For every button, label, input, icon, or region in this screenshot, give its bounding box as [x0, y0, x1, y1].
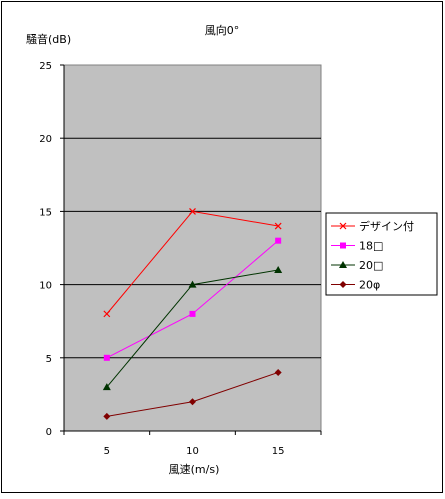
y-tick-label: 0 [46, 427, 52, 438]
diamond-marker [274, 368, 282, 376]
axis-layer: 0 5 10 15 20 25 5 10 15 [39, 61, 322, 457]
square-marker [340, 242, 346, 249]
diamond-marker [103, 412, 111, 420]
diamond-marker [189, 398, 196, 406]
x-tick-label: 5 [104, 446, 110, 457]
x-marker [189, 207, 196, 215]
x-axis-label: 風速(m/s) [169, 463, 220, 476]
triangle-marker [188, 280, 197, 288]
series-layer [102, 207, 283, 420]
chart-title: 風向0° [205, 23, 240, 37]
x-marker-stroke [274, 222, 282, 230]
plot-area [63, 64, 322, 432]
x-tick-label: 10 [186, 446, 199, 457]
legend-label: デザイン付 [359, 219, 414, 233]
x-marker [339, 222, 347, 230]
square-marker [189, 310, 196, 317]
x-tick-label: 15 [272, 446, 285, 457]
triangle-marker [102, 383, 111, 391]
square-marker [275, 237, 282, 244]
x-marker [274, 222, 282, 230]
x-marker-stroke [103, 310, 111, 318]
x-marker-stroke [339, 222, 347, 230]
y-tick-label: 25 [39, 61, 52, 72]
legend-label: 20φ [359, 279, 380, 292]
y-tick-label: 20 [39, 134, 52, 145]
legend: デザイン付 18□ 20□ 20φ [325, 212, 438, 296]
y-axis-label: 騒音(dB) [26, 32, 71, 46]
x-marker [103, 310, 111, 318]
y-tick-label: 5 [46, 354, 52, 365]
diamond-marker [339, 281, 347, 288]
legend-label: 18□ [359, 240, 383, 253]
x-marker-stroke [189, 207, 196, 215]
square-marker [103, 354, 110, 361]
y-tick-label: 10 [39, 281, 52, 292]
triangle-marker [274, 265, 283, 273]
legend-label: 20□ [359, 259, 383, 272]
triangle-marker [339, 261, 347, 268]
y-tick-label: 15 [39, 207, 52, 218]
